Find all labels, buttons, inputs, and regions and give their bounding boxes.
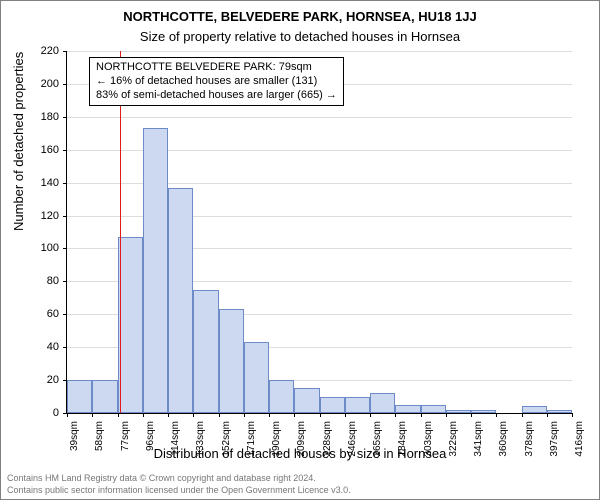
- x-tick-mark: [244, 413, 245, 417]
- x-tick-mark: [269, 413, 270, 417]
- histogram-bar: [446, 410, 471, 413]
- y-tick-mark: [63, 314, 67, 315]
- y-tick-mark: [63, 84, 67, 85]
- y-tick-mark: [63, 183, 67, 184]
- y-tick-label: 180: [29, 111, 59, 123]
- x-tick-mark: [168, 413, 169, 417]
- x-tick-mark: [421, 413, 422, 417]
- histogram-bar: [345, 397, 370, 413]
- x-tick-label: 114sqm: [170, 421, 181, 456]
- y-tick-label: 40: [29, 341, 59, 353]
- y-tick-mark: [63, 150, 67, 151]
- annotation-line3: 83% of semi-detached houses are larger (…: [96, 89, 337, 103]
- histogram-bar: [294, 388, 319, 413]
- y-tick-mark: [63, 248, 67, 249]
- y-tick-label: 80: [29, 275, 59, 287]
- x-tick-label: 397sqm: [549, 421, 560, 457]
- x-tick-mark: [345, 413, 346, 417]
- x-tick-mark: [118, 413, 119, 417]
- x-tick-label: 284sqm: [397, 421, 408, 457]
- x-tick-label: 341sqm: [473, 421, 484, 457]
- x-tick-mark: [320, 413, 321, 417]
- x-tick-label: 322sqm: [448, 421, 459, 457]
- x-tick-label: 209sqm: [296, 421, 307, 457]
- plot-area: NORTHCOTTE BELVEDERE PARK: 79sqm ← 16% o…: [66, 51, 572, 414]
- y-tick-label: 200: [29, 78, 59, 90]
- x-tick-label: 246sqm: [347, 421, 358, 457]
- x-tick-label: 77sqm: [120, 421, 131, 451]
- x-tick-label: 265sqm: [372, 421, 383, 457]
- x-tick-mark: [193, 413, 194, 417]
- x-tick-label: 378sqm: [524, 421, 535, 457]
- x-tick-label: 171sqm: [246, 421, 257, 457]
- histogram-bar: [522, 406, 547, 413]
- x-tick-mark: [67, 413, 68, 417]
- histogram-bar: [219, 309, 244, 413]
- x-tick-label: 416sqm: [574, 421, 585, 457]
- x-tick-label: 133sqm: [195, 421, 206, 457]
- histogram-bar: [92, 380, 117, 413]
- x-tick-mark: [572, 413, 573, 417]
- x-tick-mark: [395, 413, 396, 417]
- x-tick-mark: [547, 413, 548, 417]
- histogram-bar: [320, 397, 345, 413]
- y-tick-label: 100: [29, 242, 59, 254]
- x-tick-label: 39sqm: [69, 421, 80, 451]
- footer-copyright-1: Contains HM Land Registry data © Crown c…: [7, 473, 316, 483]
- y-tick-label: 220: [29, 45, 59, 57]
- x-tick-label: 96sqm: [145, 421, 156, 451]
- x-tick-mark: [219, 413, 220, 417]
- y-tick-label: 160: [29, 144, 59, 156]
- y-tick-mark: [63, 216, 67, 217]
- y-tick-label: 120: [29, 210, 59, 222]
- x-tick-label: 228sqm: [322, 421, 333, 457]
- gridline-h: [67, 117, 572, 118]
- histogram-bar: [547, 410, 572, 413]
- x-tick-mark: [92, 413, 93, 417]
- histogram-bar: [395, 405, 420, 413]
- x-tick-label: 58sqm: [94, 421, 105, 451]
- y-tick-mark: [63, 51, 67, 52]
- x-tick-label: 190sqm: [271, 421, 282, 457]
- annotation-box: NORTHCOTTE BELVEDERE PARK: 79sqm ← 16% o…: [89, 57, 344, 106]
- histogram-bar: [244, 342, 269, 413]
- y-tick-label: 0: [29, 407, 59, 419]
- y-tick-label: 20: [29, 374, 59, 386]
- histogram-bar: [421, 405, 446, 413]
- annotation-line2: ← 16% of detached houses are smaller (13…: [96, 75, 337, 89]
- y-axis-label: Number of detached properties: [11, 52, 26, 231]
- histogram-bar: [168, 188, 193, 413]
- x-tick-label: 152sqm: [221, 421, 232, 457]
- x-tick-label: 303sqm: [423, 421, 434, 457]
- chart-subtitle: Size of property relative to detached ho…: [1, 29, 599, 44]
- annotation-line1: NORTHCOTTE BELVEDERE PARK: 79sqm: [96, 61, 337, 75]
- histogram-bar: [67, 380, 92, 413]
- chart-container: NORTHCOTTE, BELVEDERE PARK, HORNSEA, HU1…: [0, 0, 600, 500]
- histogram-bar: [370, 393, 395, 413]
- histogram-bar: [471, 410, 496, 413]
- x-tick-mark: [522, 413, 523, 417]
- x-tick-mark: [446, 413, 447, 417]
- x-tick-mark: [294, 413, 295, 417]
- x-tick-label: 360sqm: [498, 421, 509, 457]
- y-tick-mark: [63, 281, 67, 282]
- y-tick-label: 60: [29, 308, 59, 320]
- chart-title-main: NORTHCOTTE, BELVEDERE PARK, HORNSEA, HU1…: [1, 9, 599, 24]
- gridline-h: [67, 51, 572, 52]
- x-tick-mark: [370, 413, 371, 417]
- x-tick-mark: [496, 413, 497, 417]
- y-tick-label: 140: [29, 177, 59, 189]
- footer-copyright-2: Contains public sector information licen…: [7, 485, 351, 495]
- histogram-bar: [193, 290, 218, 413]
- y-tick-mark: [63, 117, 67, 118]
- x-tick-mark: [471, 413, 472, 417]
- histogram-bar: [143, 128, 168, 413]
- y-tick-mark: [63, 347, 67, 348]
- histogram-bar: [269, 380, 294, 413]
- x-tick-mark: [143, 413, 144, 417]
